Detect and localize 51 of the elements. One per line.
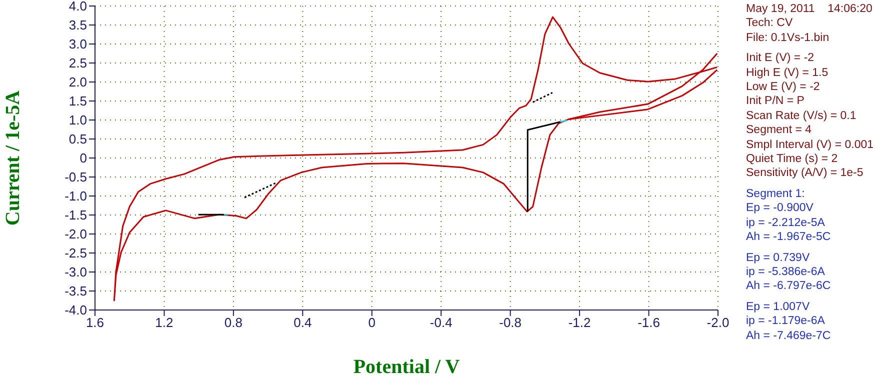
y-tick-label: 1.5: [68, 94, 87, 109]
x-tick-label: -0.8: [499, 315, 522, 330]
y-tick-label: 3.5: [68, 18, 87, 33]
y-axis-title: Current / 1e-5A: [2, 90, 24, 226]
y-tick-label: -1.0: [64, 188, 87, 204]
text: Low E (V) = -2: [746, 80, 821, 94]
text: Tech: CV: [746, 16, 794, 31]
y-tick-label: 2.0: [68, 74, 87, 90]
y-tick-label: -3.0: [64, 264, 87, 280]
text: Ep = -0.900V: [746, 201, 814, 216]
text: ip = -5.386e-6A: [746, 264, 826, 280]
y-tick-label: 1.0: [68, 112, 87, 128]
x-tick-label: 1.6: [86, 315, 104, 330]
x-tick-label: -2.0: [706, 315, 730, 330]
x-tick-label: 1.2: [155, 315, 174, 330]
x-axis-title: Potential / V: [353, 356, 460, 378]
text: ip = -2.212e-5A: [746, 216, 826, 230]
x-tick-label: -1.2: [568, 315, 591, 330]
y-tick-label: -4.0: [64, 302, 87, 318]
y-tick-label: -3.5: [64, 284, 87, 299]
text: Ep = 1.007V: [746, 300, 811, 314]
text: Init E (V) = -2: [746, 51, 816, 66]
text: Ah = -1.967e-5C: [746, 230, 832, 244]
x-tick-label: -1.6: [638, 315, 660, 330]
text: ip = -1.179e-6A: [746, 314, 826, 329]
x-tick-label: -0.4: [430, 315, 452, 330]
text: Ah = -6.797e-6C: [746, 279, 832, 294]
text: May 19, 2011 14:06:20: [746, 2, 874, 16]
text: Segment 1:: [746, 186, 806, 202]
y-tick-label: 0.5: [68, 132, 87, 147]
text: Init P/N = P: [746, 94, 806, 109]
x-tick-label: 0.8: [224, 315, 242, 330]
text: File: 0.1Vs-1.bin: [746, 30, 830, 46]
x-tick-label: 0.4: [294, 315, 312, 330]
text: Smpl Interval (V) = 0.001: [746, 138, 874, 152]
text: High E (V) = 1.5: [746, 66, 830, 80]
y-tick-label: 0: [80, 150, 87, 166]
y-tick-label: 2.5: [68, 56, 87, 71]
y-tick-label: -2.0: [64, 226, 87, 242]
text: Scan Rate (V/s) = 0.1: [746, 108, 858, 124]
text: Quiet Time (s) = 2: [746, 152, 839, 166]
text: Sensitivity (A/V) = 1e-5: [746, 166, 864, 181]
text: Ah = -7.469e-7C: [746, 328, 832, 343]
y-tick-label: -2.5: [64, 246, 87, 261]
y-tick-label: -1.5: [64, 208, 87, 223]
text: Segment = 4: [746, 123, 813, 138]
text: Ep = 0.739V: [746, 250, 811, 265]
y-tick-label: -0.5: [64, 170, 87, 185]
y-tick-label: 4.0: [68, 0, 87, 14]
y-tick-label: 3.0: [68, 36, 87, 52]
x-tick-label: 0: [368, 315, 376, 330]
